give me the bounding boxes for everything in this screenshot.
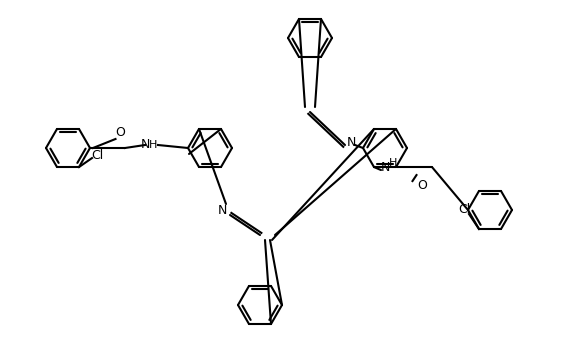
- Text: N: N: [217, 203, 227, 216]
- Text: O: O: [116, 126, 126, 138]
- Text: O: O: [418, 179, 427, 192]
- Text: Cl: Cl: [91, 149, 103, 162]
- Text: H: H: [389, 158, 397, 168]
- Text: N: N: [346, 137, 356, 150]
- Text: H: H: [149, 140, 157, 150]
- Text: Cl: Cl: [458, 203, 470, 216]
- Text: N: N: [141, 138, 150, 150]
- Text: N: N: [380, 161, 390, 174]
